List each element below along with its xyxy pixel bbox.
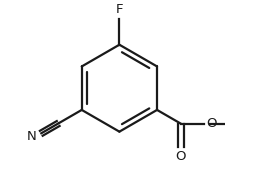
Text: O: O (206, 117, 217, 130)
Text: O: O (175, 150, 186, 163)
Text: F: F (116, 3, 123, 16)
Text: N: N (27, 130, 37, 143)
